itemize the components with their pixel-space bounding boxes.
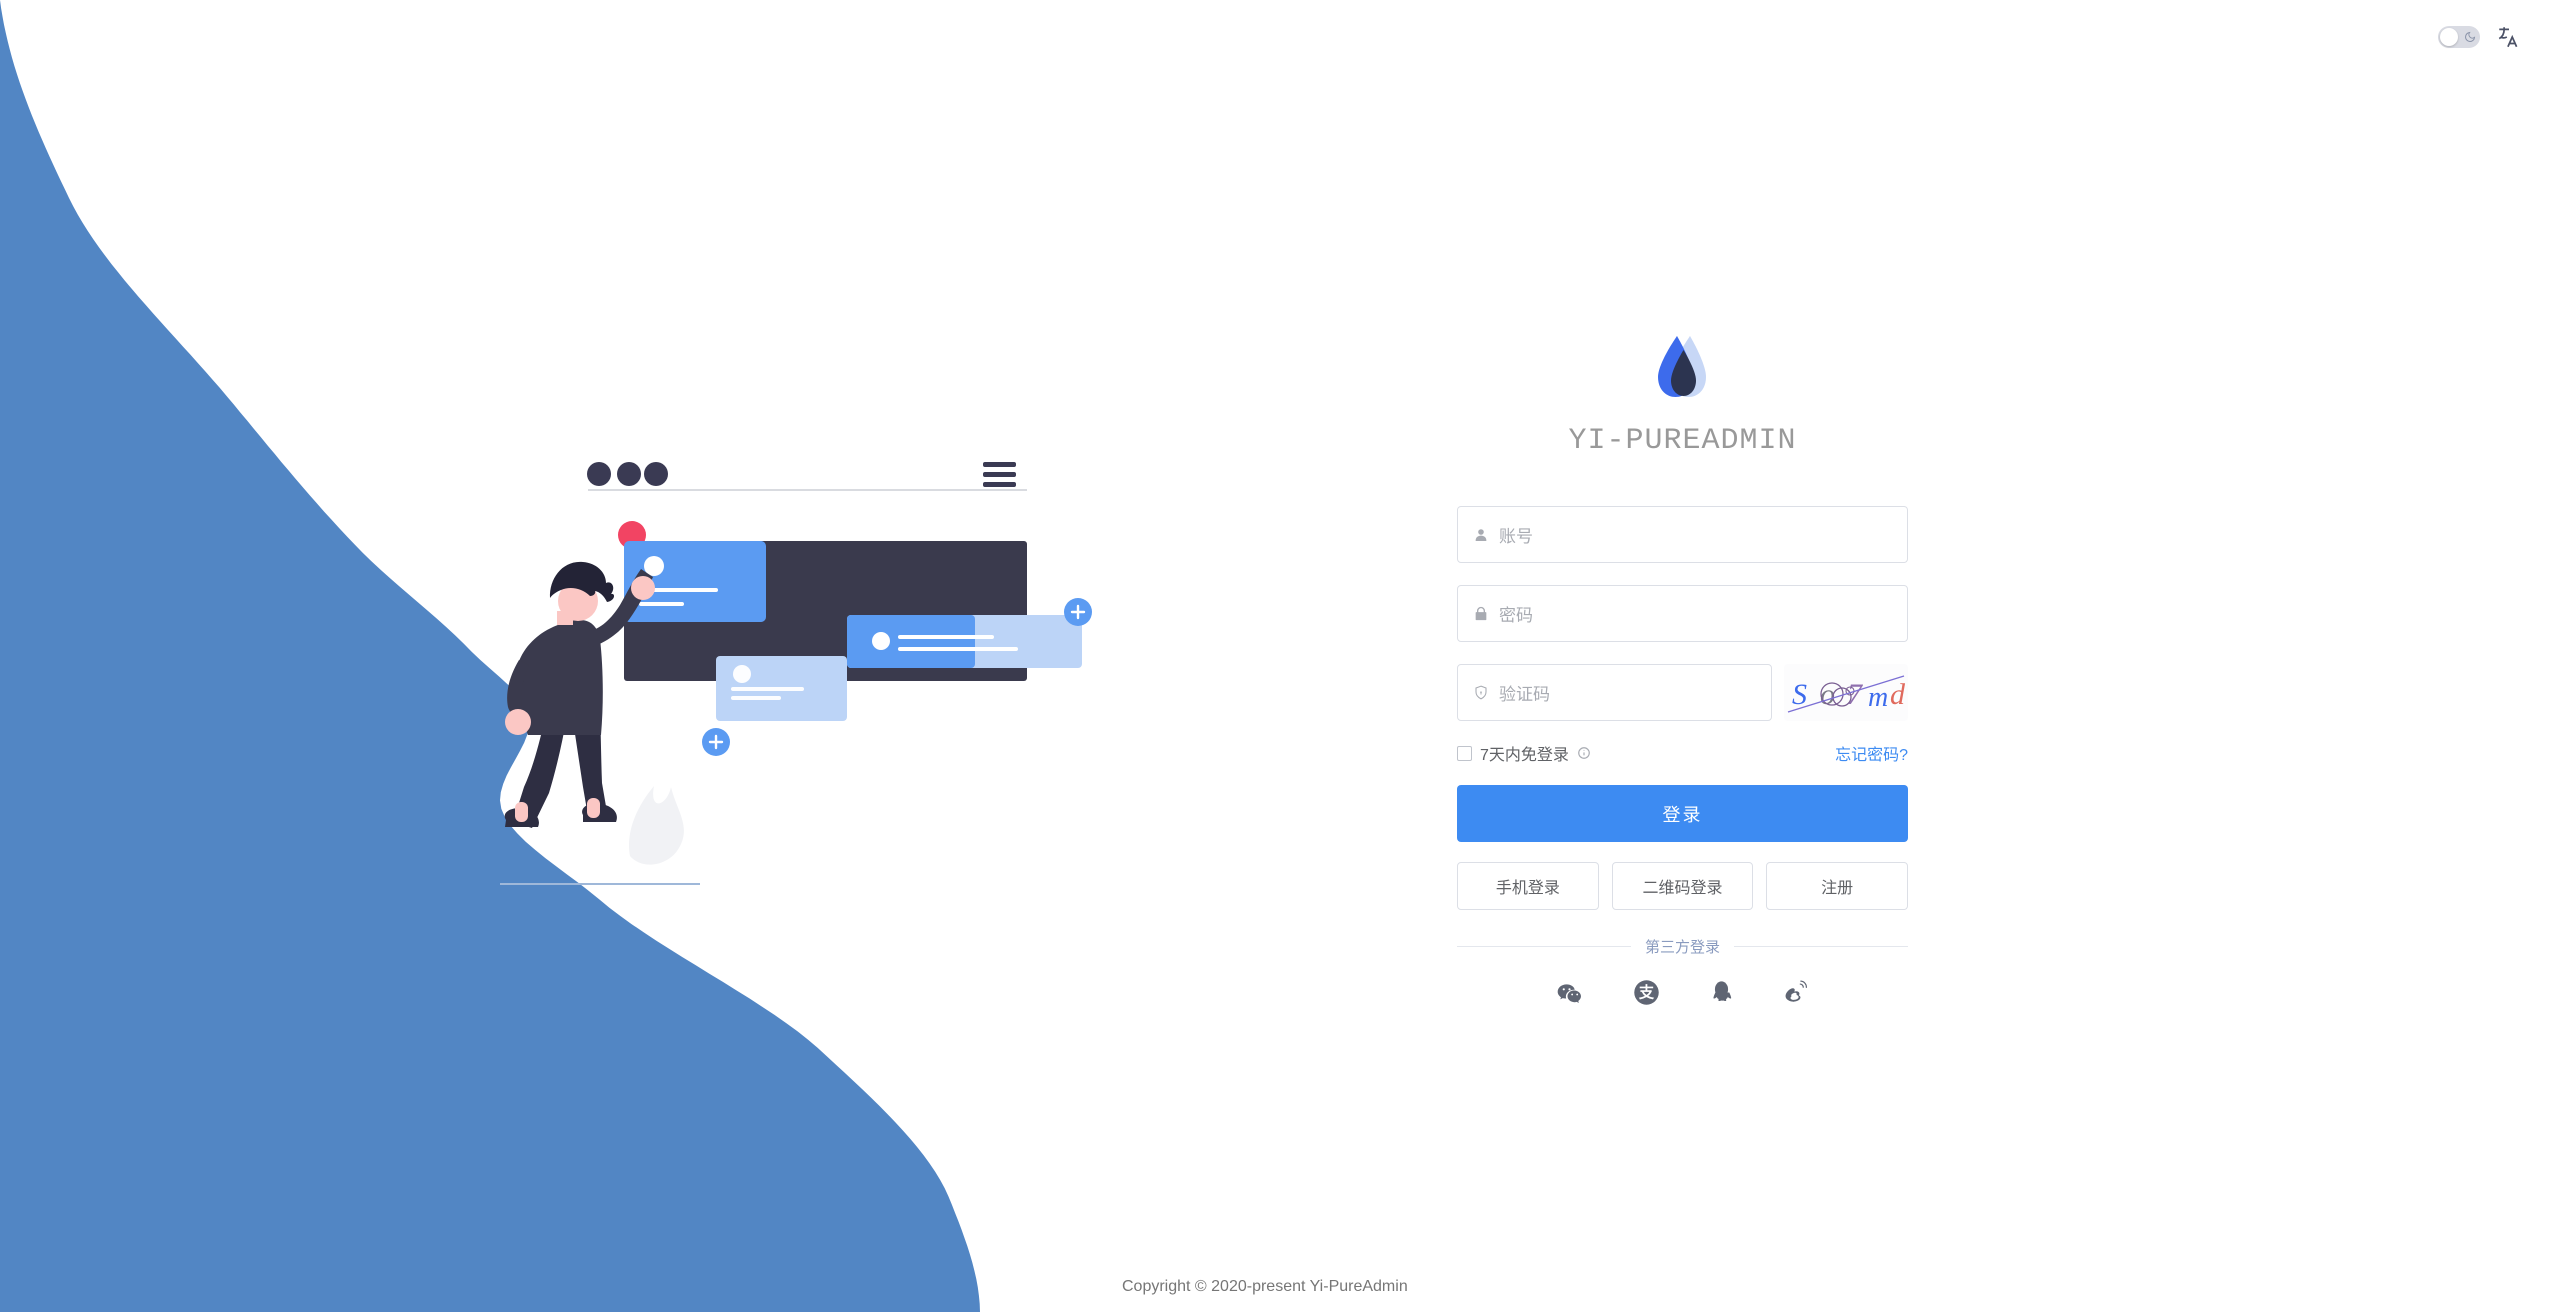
svg-text:支: 支 bbox=[1637, 984, 1654, 1002]
svg-text:S: S bbox=[1792, 678, 1807, 711]
svg-text:d: d bbox=[1890, 678, 1906, 711]
